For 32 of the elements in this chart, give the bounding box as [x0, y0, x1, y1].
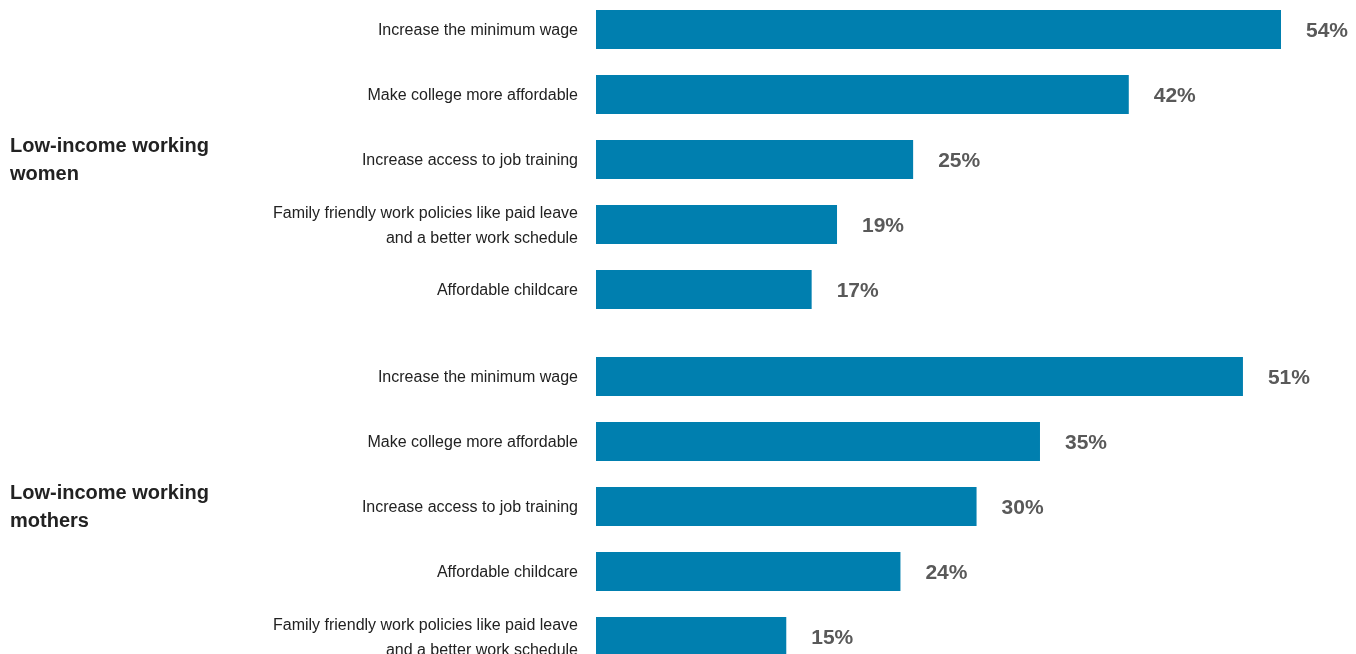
text: Low-income working women [9, 133, 209, 184]
y-tick-label: Increase the minimum wage [377, 20, 579, 38]
data-label: 19% [862, 212, 905, 236]
data-label: 42% [1153, 82, 1197, 106]
text: Low-income working mothers [10, 480, 209, 531]
y-tick-label: Family friendly work policies like paid leave and a better work schedule [272, 615, 579, 654]
y-tick-label: Make college more affordable [367, 85, 579, 103]
data-label: 51% [1267, 364, 1311, 388]
y-tick-label: Family friendly work policies like paid leave and a better work schedule [272, 203, 579, 246]
data-label: 25% [938, 147, 981, 171]
bar [596, 617, 787, 654]
y-tick-label: Make college more affordable [367, 432, 579, 450]
y-tick-label: Affordable childcare [436, 562, 579, 580]
data-label: 35% [1064, 429, 1108, 453]
y-tick-label: Increase the minimum wage [377, 367, 579, 385]
bar [596, 140, 914, 179]
bar [596, 75, 1129, 114]
data-label: 30% [1001, 494, 1044, 518]
data-label: 15% [811, 624, 854, 648]
data-label: 54% [1306, 17, 1349, 41]
bar [596, 487, 977, 526]
bar [596, 422, 1040, 461]
bar [596, 205, 838, 244]
y-tick-label: Affordable childcare [436, 280, 579, 298]
bar [596, 552, 901, 591]
bar [596, 10, 1281, 49]
data-label: 24% [925, 559, 968, 583]
y-tick-label: Increase access to job training [361, 497, 578, 515]
bar [596, 270, 812, 309]
data-label: 17% [836, 277, 880, 301]
y-tick-label: Increase access to job training [361, 150, 578, 168]
bar [596, 357, 1243, 396]
